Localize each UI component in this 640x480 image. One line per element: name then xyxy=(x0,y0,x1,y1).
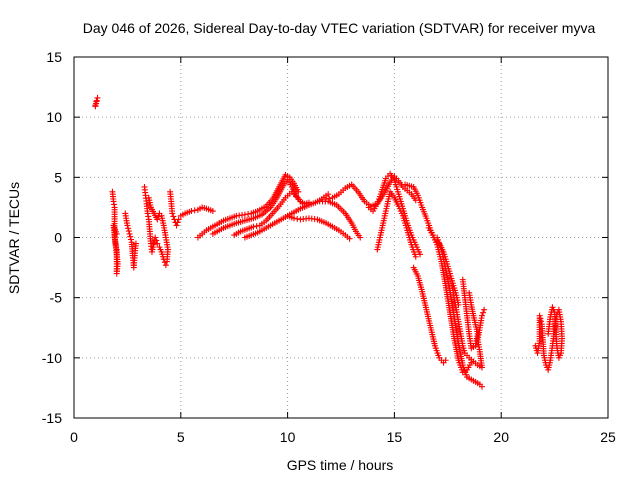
data-point xyxy=(346,235,353,242)
data-point xyxy=(545,330,552,337)
chart-title: Day 046 of 2026, Sidereal Day-to-day VTE… xyxy=(83,20,596,36)
x-tick-label: 10 xyxy=(280,429,296,445)
data-point xyxy=(145,194,152,201)
data-point xyxy=(94,94,101,101)
data-point xyxy=(113,230,120,237)
data-point xyxy=(250,223,257,230)
data-point xyxy=(478,383,485,390)
y-tick-label: 10 xyxy=(46,109,62,125)
data-point xyxy=(209,208,216,215)
data-point xyxy=(170,213,177,220)
data-point xyxy=(124,222,131,229)
data-point xyxy=(325,191,332,198)
y-axis-label: SDTVAR / TECUs xyxy=(6,182,22,294)
data-point xyxy=(93,97,100,104)
data-point xyxy=(132,240,139,247)
data-point xyxy=(442,357,449,364)
data-point xyxy=(127,233,134,240)
data-point xyxy=(169,210,176,217)
data-point xyxy=(93,100,100,107)
data-point xyxy=(253,223,260,230)
data-point xyxy=(294,215,301,222)
data-point xyxy=(291,215,298,222)
data-point xyxy=(323,195,330,202)
data-point xyxy=(481,306,488,313)
axis-ticks: 0 5 10 15 20 25 -15 -10 -5 0 5 10 15 xyxy=(42,49,616,445)
data-point xyxy=(326,195,333,202)
y-tick-label: -15 xyxy=(42,410,62,426)
data-point xyxy=(153,237,160,244)
data-point xyxy=(125,228,132,235)
data-point xyxy=(357,234,364,241)
x-tick-label: 0 xyxy=(70,429,78,445)
plot-frame xyxy=(73,56,609,419)
y-tick-label: 5 xyxy=(54,169,62,185)
data-point xyxy=(162,262,169,269)
data-point xyxy=(126,230,133,237)
data-point xyxy=(478,312,485,319)
y-tick-label: -10 xyxy=(42,350,62,366)
y-tick-label: 15 xyxy=(46,49,62,65)
data-point xyxy=(537,315,544,322)
data-point xyxy=(175,216,182,223)
data-point xyxy=(480,309,487,316)
data-point xyxy=(538,318,545,325)
data-point xyxy=(92,103,99,110)
x-axis-label: GPS time / hours xyxy=(287,457,394,473)
data-point xyxy=(154,240,161,247)
x-tick-label: 15 xyxy=(387,429,403,445)
data-point xyxy=(466,289,473,296)
data-point xyxy=(174,219,181,226)
x-tick-label: 5 xyxy=(177,429,185,445)
x-tick-label: 25 xyxy=(600,429,616,445)
data-point xyxy=(412,253,419,260)
data-point xyxy=(127,236,134,243)
data-point xyxy=(295,188,302,195)
data-points xyxy=(92,94,566,390)
data-point xyxy=(245,211,252,218)
data-point xyxy=(152,234,159,241)
data-point xyxy=(241,211,248,218)
data-point xyxy=(173,222,180,229)
data-point xyxy=(156,210,163,217)
x-tick-label: 20 xyxy=(493,429,509,445)
data-point xyxy=(536,312,543,319)
y-tick-label: 0 xyxy=(54,230,62,246)
data-point xyxy=(191,207,198,214)
y-tick-label: -5 xyxy=(50,290,63,306)
data-point xyxy=(417,251,424,258)
data-point xyxy=(188,208,195,215)
data-point xyxy=(125,225,132,232)
